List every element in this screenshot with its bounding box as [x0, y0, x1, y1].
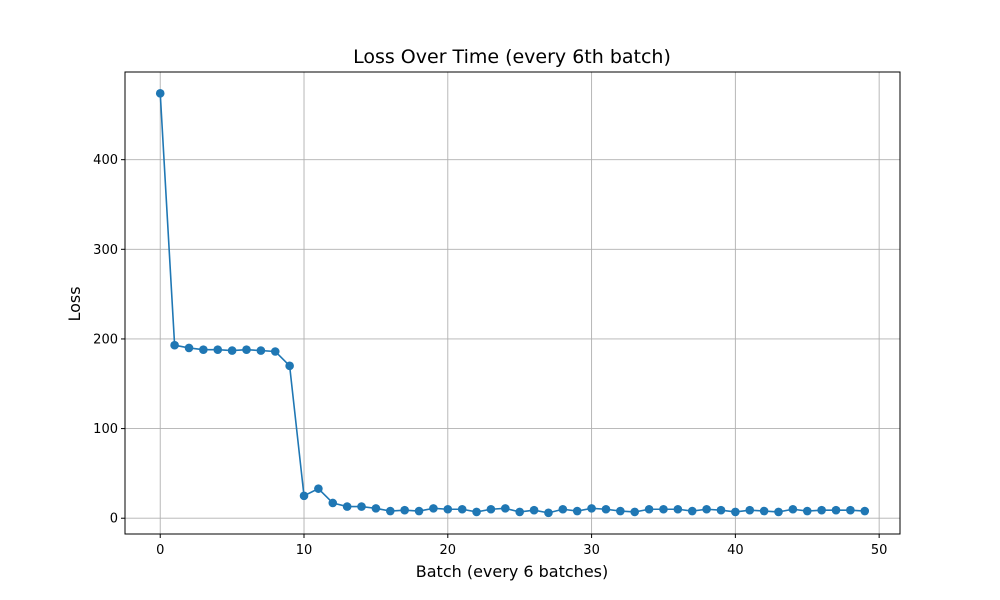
x-tick-label: 40 — [727, 543, 744, 558]
y-axis-label: Loss — [65, 286, 84, 321]
data-point — [443, 504, 453, 514]
data-point — [457, 504, 467, 514]
data-point — [299, 491, 309, 501]
data-point — [659, 504, 668, 514]
data-point — [644, 504, 654, 514]
grid-lines — [125, 72, 900, 534]
data-point — [687, 506, 697, 516]
data-point — [759, 506, 769, 516]
data-point — [846, 505, 855, 515]
data-point — [817, 505, 826, 515]
data-point — [529, 505, 539, 515]
data-point — [371, 504, 381, 513]
x-tick-label: 30 — [583, 543, 600, 558]
data-point — [630, 507, 640, 517]
data-point — [486, 504, 496, 514]
data-point — [414, 506, 424, 516]
data-point — [601, 504, 611, 514]
data-point — [544, 508, 553, 518]
data-point — [328, 498, 338, 508]
data-point — [385, 506, 395, 516]
x-tick-label: 50 — [871, 543, 888, 558]
data-point — [774, 507, 783, 517]
plot-frame — [124, 71, 901, 535]
data-point — [342, 502, 352, 511]
data-point — [702, 504, 711, 514]
x-tick-label: 10 — [296, 543, 313, 558]
data-point — [616, 506, 625, 516]
data-point — [673, 504, 683, 514]
data-point — [285, 361, 294, 371]
y-tick-label: 200 — [93, 332, 118, 347]
data-point — [242, 345, 251, 355]
data-point — [745, 505, 755, 515]
y-tick-label: 100 — [93, 422, 118, 437]
data-point — [213, 345, 223, 355]
series-layer — [155, 89, 870, 518]
chart-title: Loss Over Time (every 6th batch) — [353, 46, 671, 68]
data-point — [731, 507, 740, 517]
data-point — [788, 504, 798, 514]
data-point — [860, 506, 870, 516]
data-point — [429, 504, 438, 513]
axis-ticks: 0 10 20 30 40 50 0 100 200 300 400 — [93, 153, 887, 558]
data-point — [472, 507, 481, 517]
data-point — [155, 89, 165, 98]
data-point — [716, 505, 726, 515]
data-point — [831, 505, 841, 515]
data-point — [314, 484, 323, 493]
data-point — [501, 504, 510, 513]
data-point — [572, 506, 582, 516]
data-point — [558, 504, 568, 514]
y-tick-label: 400 — [93, 153, 118, 168]
data-point — [199, 345, 208, 355]
data-point — [357, 502, 366, 511]
data-point — [227, 346, 237, 355]
x-tick-label: 20 — [440, 543, 457, 558]
data-point — [170, 340, 179, 350]
y-tick-label: 300 — [93, 243, 118, 258]
data-point — [270, 347, 280, 356]
data-point — [400, 505, 409, 515]
x-tick-label: 0 — [156, 543, 164, 558]
data-point — [515, 507, 524, 517]
x-axis-label: Batch (every 6 batches) — [416, 562, 608, 581]
data-point — [256, 346, 266, 355]
data-point — [184, 343, 194, 353]
data-point — [802, 506, 812, 516]
y-tick-label: 0 — [110, 512, 118, 527]
data-point — [587, 504, 596, 513]
